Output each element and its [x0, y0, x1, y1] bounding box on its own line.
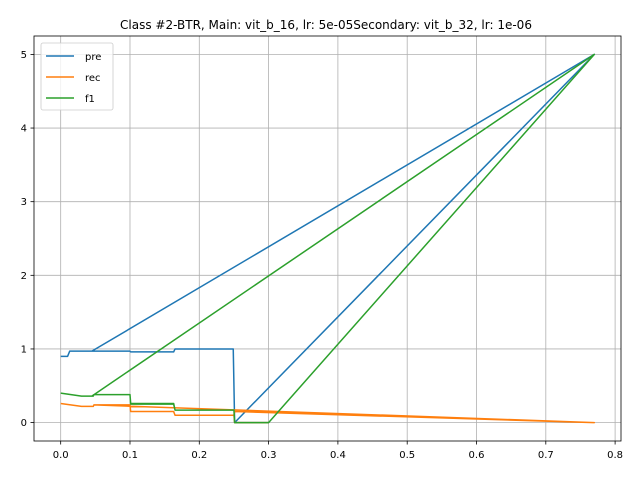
y-tick-label: 0	[21, 418, 27, 429]
y-tick-label: 4	[21, 124, 27, 135]
x-tick-label: 0.1	[122, 450, 138, 461]
series-line-f1	[60, 53, 596, 424]
legend-box	[40, 42, 114, 111]
series-lines	[60, 53, 596, 424]
x-tick-label: 0.4	[330, 450, 346, 461]
axis-ticks: 0.0 0.1 0.2 0.3 0.4 0.5 0.6 0.7 0.8 0 1 2 3 4 5	[21, 50, 623, 461]
x-tick-label: 0.0	[53, 450, 69, 461]
x-tick-label: 0.2	[191, 450, 207, 461]
legend-label-rec: rec	[85, 73, 101, 84]
legend-label-f1: f1	[85, 94, 95, 105]
y-tick-label: 2	[21, 271, 27, 282]
y-tick-label: 3	[21, 197, 27, 208]
plot-frame	[33, 35, 622, 442]
legend: pre rec f1	[40, 42, 114, 111]
x-tick-label: 0.7	[538, 450, 554, 461]
series-line-pre	[60, 53, 596, 424]
y-tick-label: 1	[21, 344, 27, 355]
chart-title: Class #2-BTR, Main: vit_b_16, lr: 5e-05S…	[120, 18, 532, 32]
x-tick-label: 0.8	[607, 450, 623, 461]
x-tick-label: 0.5	[399, 450, 415, 461]
legend-label-pre: pre	[85, 52, 101, 63]
x-tick-label: 0.3	[261, 450, 277, 461]
x-tick-label: 0.6	[469, 450, 485, 461]
y-tick-label: 5	[21, 50, 27, 61]
